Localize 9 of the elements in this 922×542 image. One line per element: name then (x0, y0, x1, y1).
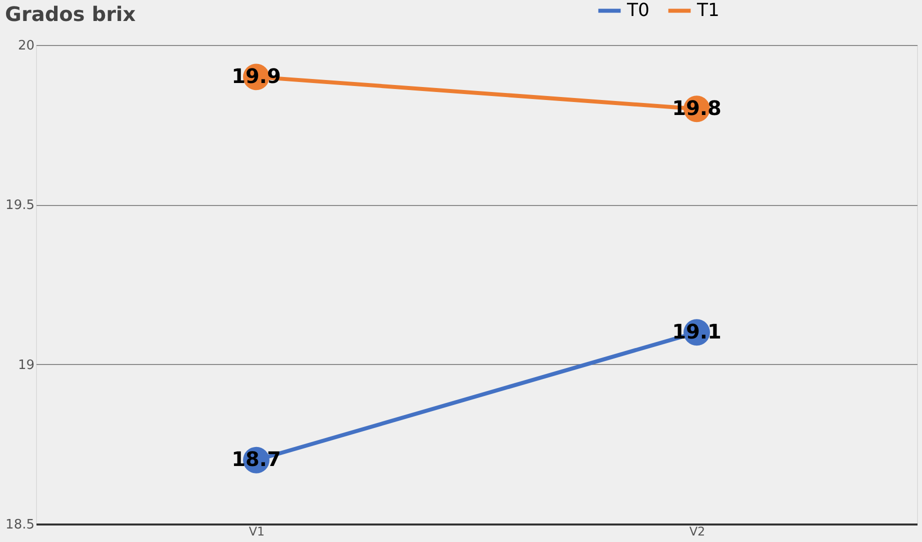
legend-label: T0 (626, 0, 650, 21)
y-tick-label: 19.5 (6, 198, 34, 214)
y-tick-label: 18.5 (6, 518, 34, 532)
y-tick-label: 19 (18, 358, 34, 373)
y-tick-label: 20 (18, 38, 34, 54)
chart-title: Grados brix (5, 2, 136, 26)
x-tick-label: V2 (689, 524, 706, 538)
x-tick-label: V1 (248, 524, 265, 538)
legend-label: T1 (696, 0, 720, 21)
